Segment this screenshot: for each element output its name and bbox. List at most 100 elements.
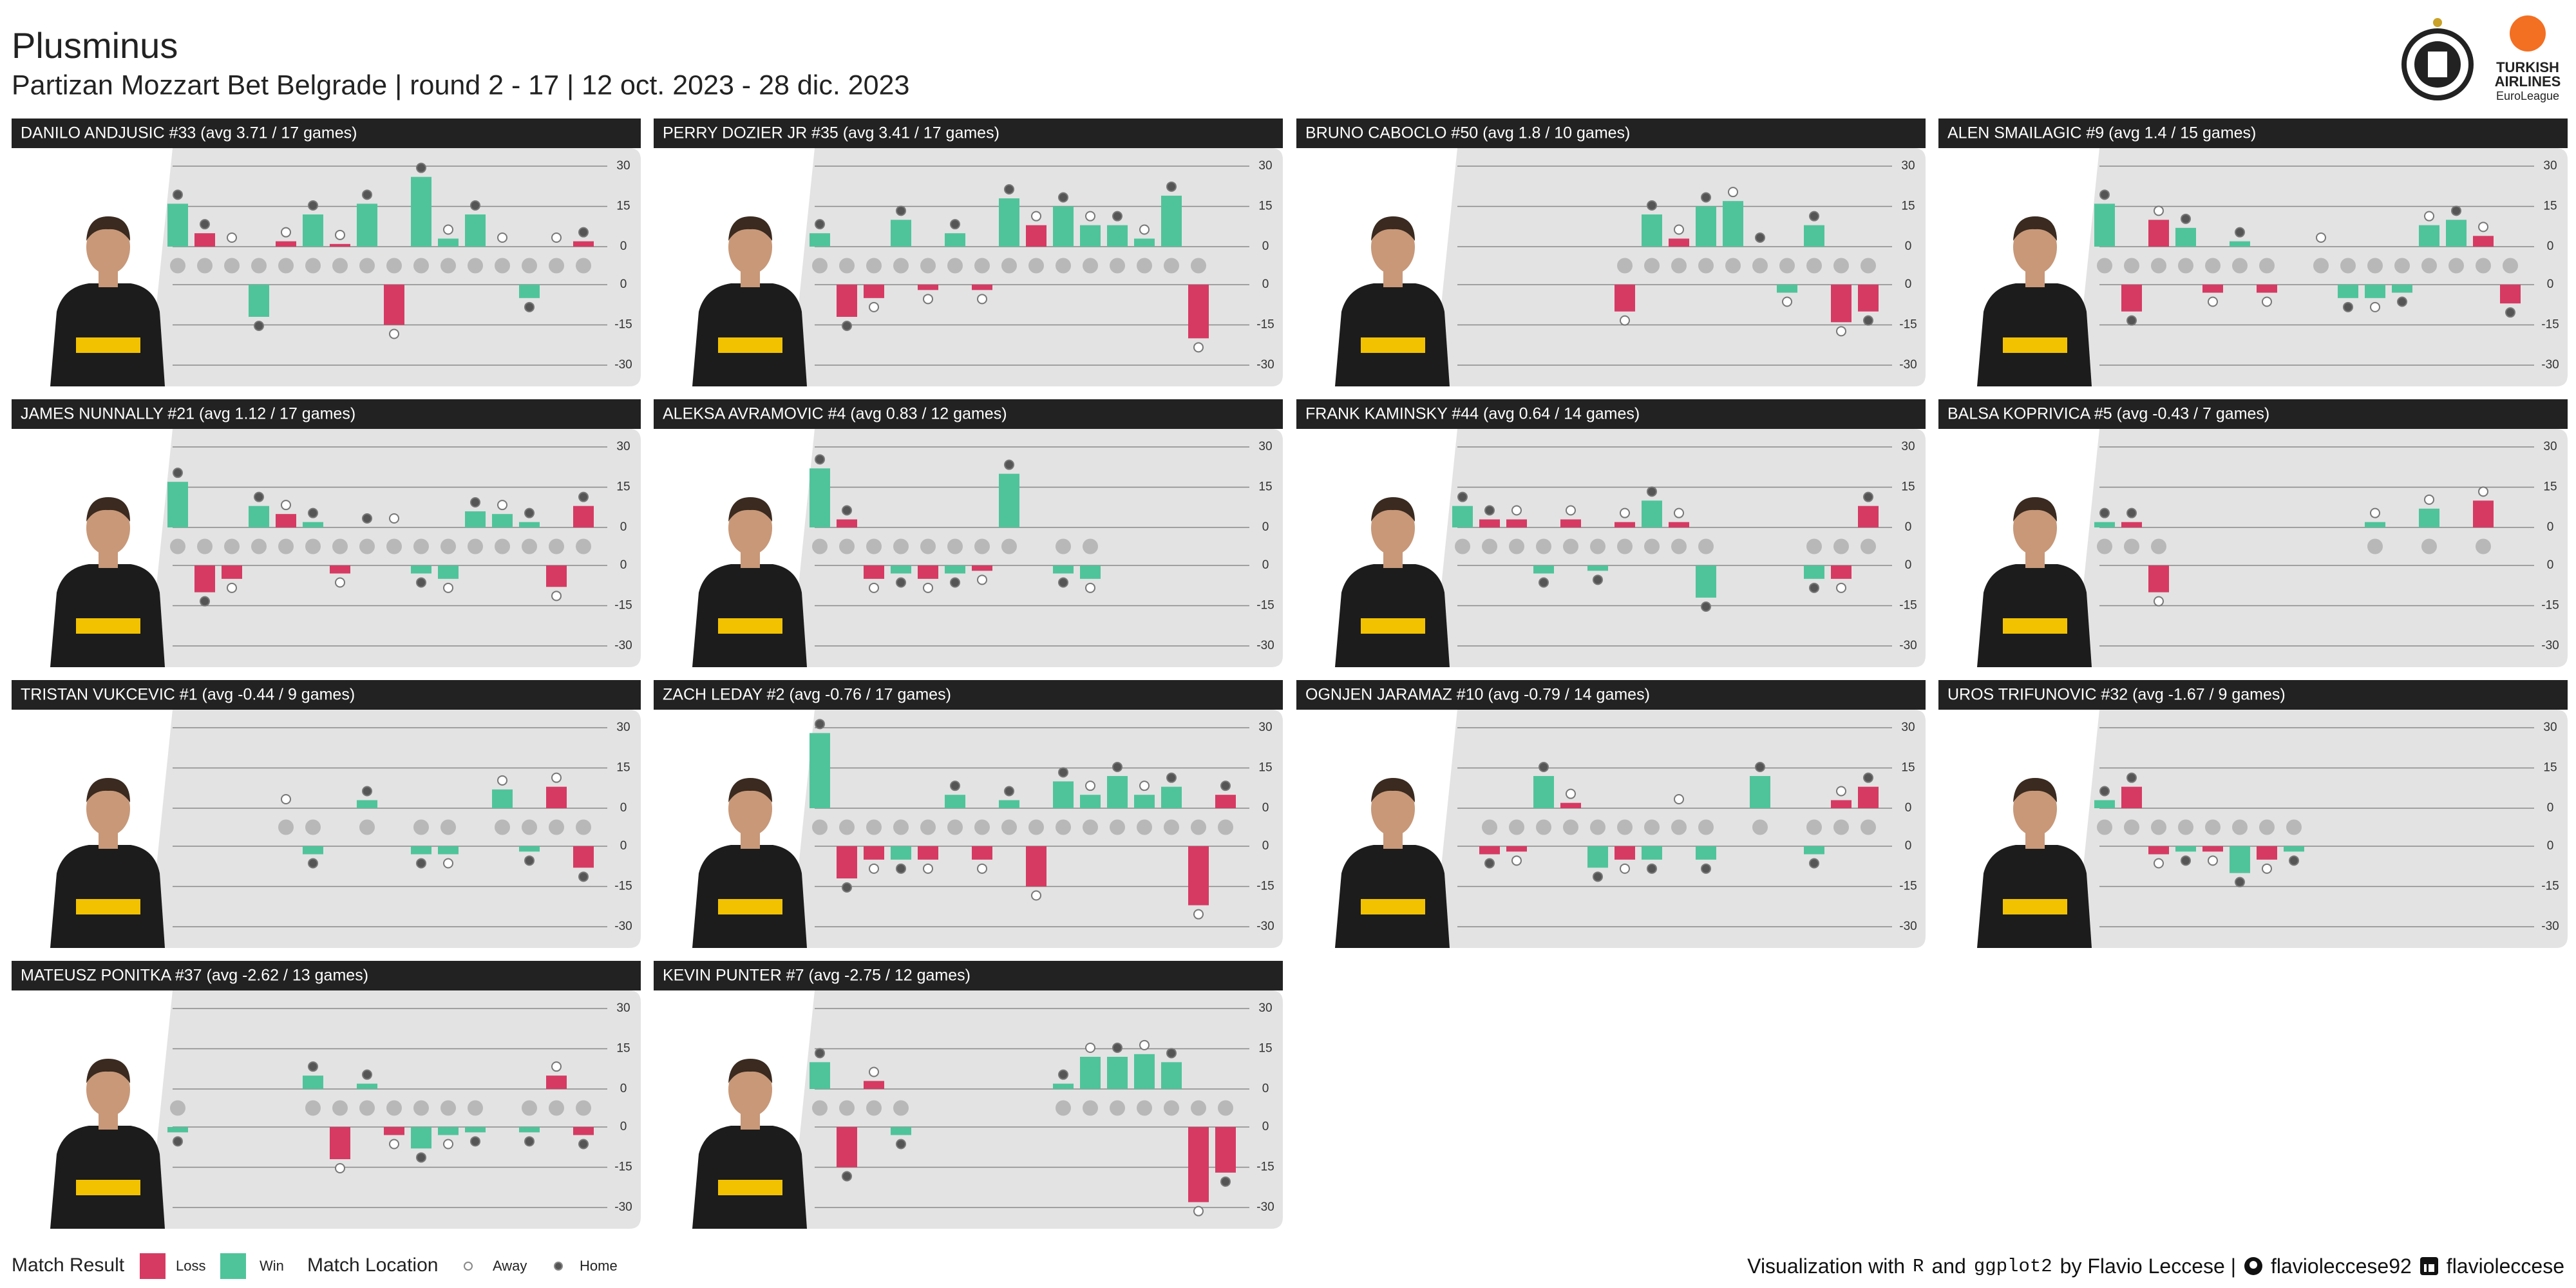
player-hair	[86, 216, 130, 241]
bar	[249, 285, 269, 317]
y-tick-label: -30	[1899, 639, 1917, 652]
player-head	[728, 220, 772, 274]
bar	[2338, 285, 2358, 298]
panel-header	[12, 118, 641, 148]
player-hair	[728, 497, 772, 522]
player-head	[1371, 782, 1415, 836]
panel: TRISTAN VUKCEVIC #1 (avg -0.44 / 9 games…	[12, 680, 641, 948]
panel-header	[12, 680, 641, 710]
panel-background	[148, 710, 641, 948]
location-dot	[2397, 296, 2407, 307]
opponent-logo	[1028, 258, 1044, 274]
opponent-logo	[1861, 258, 1876, 274]
panel-header	[654, 680, 1283, 710]
location-dot	[2370, 507, 2380, 518]
bar	[194, 565, 215, 592]
player-hair	[1371, 497, 1415, 522]
opponent-logo	[893, 538, 909, 554]
player-hair	[728, 216, 772, 241]
location-dot	[173, 468, 183, 478]
location-dot	[443, 582, 453, 593]
location-dot	[578, 871, 589, 882]
y-tick-label: 30	[616, 1001, 630, 1015]
bar	[2202, 285, 2223, 293]
opponent-logo	[1698, 819, 1714, 835]
opponent-logo	[1191, 1100, 1206, 1116]
location-dot	[1755, 762, 1765, 772]
bar	[1669, 522, 1689, 527]
location-dot	[1112, 1043, 1122, 1053]
bar	[1134, 1054, 1155, 1089]
location-dot	[1782, 296, 1792, 307]
player-head	[86, 782, 130, 836]
opponent-logo	[2313, 258, 2329, 274]
footer-text[interactable]: flavioleccese	[2446, 1254, 2564, 1278]
bar	[357, 204, 377, 247]
legend-title: Match Location	[307, 1255, 438, 1276]
bar	[167, 204, 188, 247]
bar	[810, 1062, 830, 1089]
location-dot	[1004, 459, 1014, 470]
bar	[2392, 285, 2412, 293]
location-dot	[1863, 315, 1873, 326]
player-jersey	[692, 564, 807, 667]
opponent-logo	[332, 538, 348, 554]
y-tick-label: -15	[2541, 318, 2559, 332]
location-dot	[1620, 315, 1630, 326]
panel-background	[2075, 710, 2568, 948]
bar	[573, 506, 594, 527]
opponent-logo	[170, 1100, 185, 1116]
location-dot	[2154, 858, 2164, 869]
location-dot	[2099, 786, 2110, 797]
bar	[1161, 786, 1182, 808]
opponent-logo	[1617, 538, 1633, 554]
bar	[891, 220, 911, 247]
location-dot	[524, 1136, 535, 1147]
bar	[573, 846, 594, 868]
location-dot	[1166, 1048, 1177, 1059]
panel: MATEUSZ PONITKA #37 (avg -2.62 / 13 game…	[12, 961, 641, 1229]
opponent-logo	[224, 258, 240, 274]
panel-title: PERRY DOZIER JR #35 (avg 3.41 / 17 games…	[663, 124, 999, 142]
y-tick-label: -15	[1256, 318, 1274, 332]
player-sponsor	[76, 337, 140, 353]
bar	[1188, 285, 1209, 339]
bar	[1479, 846, 1500, 855]
opponent-logo	[1218, 819, 1233, 835]
location-dot	[2424, 494, 2434, 505]
opponent-logo	[2476, 538, 2491, 554]
y-tick-label: 30	[2543, 159, 2557, 173]
panel: OGNJEN JARAMAZ #10 (avg -0.79 / 14 games…	[1296, 680, 1926, 948]
opponent-logo	[812, 538, 828, 554]
location-dot	[200, 219, 210, 230]
panel: JAMES NUNNALLY #21 (avg 1.12 / 17 games)…	[12, 399, 641, 667]
opponent-logo	[1590, 538, 1605, 554]
opponent-logo	[947, 819, 963, 835]
bar	[918, 285, 938, 290]
location-dot	[281, 794, 291, 804]
opponent-logo	[812, 258, 828, 274]
bar	[945, 565, 965, 574]
opponent-logo	[2124, 819, 2139, 835]
y-tick-label: 0	[620, 1082, 627, 1095]
y-tick-label: 30	[1258, 440, 1272, 453]
bar	[2365, 522, 2385, 527]
opponent-logo	[1779, 258, 1795, 274]
opponent-logo	[522, 819, 537, 835]
legend-label: Away	[493, 1258, 527, 1274]
footer-text: ggplot2	[1973, 1255, 2052, 1277]
opponent-logo	[1218, 1100, 1233, 1116]
location-dot	[416, 162, 426, 173]
panel-title: UROS TRIFUNOVIC #32 (avg -1.67 / 9 games…	[1947, 686, 2286, 704]
footer-text[interactable]: flavioleccese92	[2271, 1254, 2412, 1278]
y-tick-label: 0	[1262, 278, 1269, 291]
opponent-logo	[1536, 819, 1551, 835]
bar	[1723, 201, 1743, 247]
location-dot	[2505, 307, 2515, 318]
location-dot	[1836, 582, 1846, 593]
location-dot	[1085, 582, 1095, 593]
location-dot	[2424, 211, 2434, 222]
y-tick-label: -15	[1256, 880, 1274, 893]
opponent-logo	[576, 819, 591, 835]
y-tick-label: 0	[2547, 520, 2554, 534]
